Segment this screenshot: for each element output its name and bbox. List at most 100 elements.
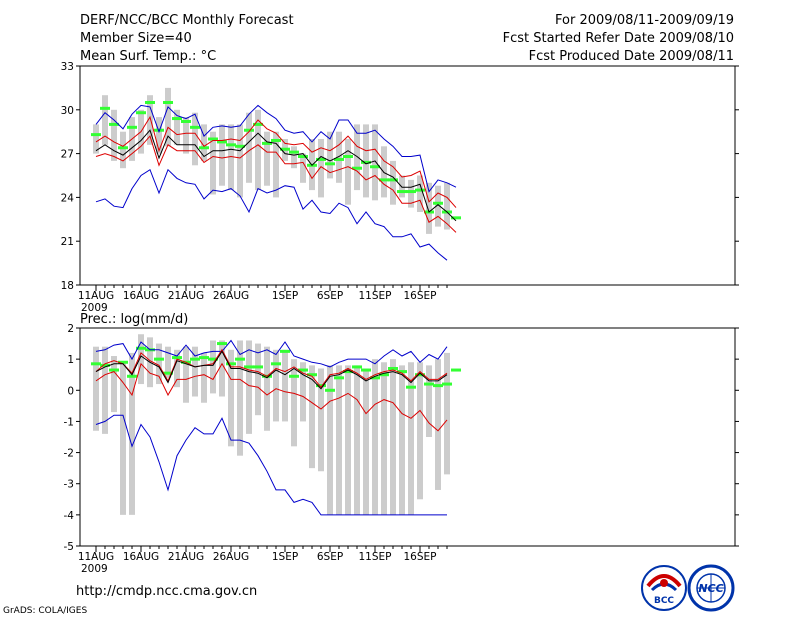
x-tick-label: 11SEP bbox=[359, 290, 392, 302]
temperature-chart: 18 21 24 27 30 33 11AUG 16AUG 21AUG 26AUG 1SEP 6SEP… bbox=[61, 61, 739, 314]
observed-marker bbox=[244, 365, 254, 369]
ensemble-bar bbox=[444, 182, 450, 230]
forecast-period: For 2009/08/11-2009/09/19 bbox=[555, 13, 734, 28]
ensemble-bar bbox=[165, 346, 171, 378]
observed-marker bbox=[415, 373, 425, 377]
x-tick-label: 16AUG bbox=[123, 290, 159, 302]
ensemble-bar bbox=[147, 95, 153, 145]
y-tick-label: -3 bbox=[64, 479, 74, 491]
ensemble-bar bbox=[246, 112, 252, 183]
y-tick-label: 24 bbox=[61, 192, 75, 204]
ensemble-bar bbox=[201, 352, 207, 403]
ensemble-bar bbox=[273, 131, 279, 198]
ensemble-bar bbox=[120, 362, 126, 515]
ensemble-bar bbox=[228, 124, 234, 191]
observed-marker bbox=[262, 141, 272, 145]
y-tick-label: 18 bbox=[61, 280, 74, 292]
ensemble-bar bbox=[345, 365, 351, 515]
observed-marker bbox=[226, 362, 236, 366]
observed-marker bbox=[271, 138, 281, 142]
x-tick-label: 6SEP bbox=[317, 551, 343, 563]
observed-marker bbox=[226, 143, 236, 147]
observed-marker bbox=[424, 382, 434, 386]
footer-url[interactable]: http://cmdp.ncc.cma.gov.cn bbox=[76, 584, 257, 599]
observed-marker bbox=[163, 101, 173, 104]
x-tick-label: 16AUG bbox=[123, 551, 159, 563]
ensemble-bar bbox=[219, 124, 225, 186]
ensemble-bar bbox=[291, 359, 297, 447]
ensemble-bar bbox=[156, 117, 162, 154]
observed-marker bbox=[109, 122, 119, 126]
y-tick-label: 0 bbox=[67, 385, 74, 397]
ncc-logo-text: NCC bbox=[698, 582, 723, 595]
observed-marker bbox=[316, 384, 326, 388]
ensemble-bar bbox=[255, 343, 261, 416]
observed-marker bbox=[127, 125, 137, 129]
ncc-logo: NCC bbox=[687, 564, 735, 612]
observed-marker bbox=[100, 363, 110, 367]
observed-marker bbox=[388, 178, 398, 182]
ensemble-bar bbox=[426, 365, 432, 437]
ensemble-bar bbox=[156, 343, 162, 385]
ensemble-bar bbox=[228, 349, 234, 447]
ensemble-bar bbox=[336, 131, 342, 183]
ensemble-bar bbox=[390, 359, 396, 515]
ensemble-bar bbox=[210, 340, 216, 394]
observed-marker bbox=[244, 128, 254, 132]
observed-marker bbox=[280, 349, 290, 353]
observed-marker bbox=[451, 216, 461, 220]
y-tick-label: 33 bbox=[61, 61, 74, 73]
bcc-logo-text: BCC bbox=[654, 596, 674, 606]
observed-marker bbox=[208, 137, 218, 141]
series-line-max bbox=[95, 104, 457, 193]
y-tick-label: 2 bbox=[67, 323, 74, 335]
series-line-upper bbox=[95, 348, 448, 389]
observed-marker bbox=[199, 356, 209, 360]
grads-credit: GrADS: COLA/IGES bbox=[3, 606, 87, 616]
observed-marker bbox=[190, 357, 200, 361]
series-line-lower bbox=[95, 362, 448, 432]
ensemble-bar bbox=[309, 365, 315, 469]
ensemble-bar bbox=[111, 356, 117, 413]
observed-marker bbox=[217, 342, 227, 346]
ensemble-bar bbox=[138, 334, 144, 385]
ensemble-bar bbox=[174, 109, 180, 145]
produced-date: Fcst Produced Date 2009/08/11 bbox=[529, 49, 734, 64]
observed-marker bbox=[100, 106, 110, 110]
observed-marker bbox=[397, 190, 407, 194]
y-tick-label: 21 bbox=[61, 236, 74, 248]
ensemble-bar bbox=[435, 185, 441, 227]
observed-marker bbox=[370, 376, 380, 380]
ensemble-bar bbox=[300, 153, 306, 183]
observed-marker bbox=[217, 140, 227, 144]
header-left: DERF/NCC/BCC Monthly Forecast Member Siz… bbox=[80, 13, 294, 64]
observed-marker bbox=[235, 357, 245, 361]
observed-marker bbox=[289, 150, 299, 154]
observed-marker bbox=[91, 133, 101, 137]
series-line-mean bbox=[95, 129, 457, 222]
observed-marker bbox=[145, 101, 155, 104]
observed-marker bbox=[433, 384, 443, 388]
y-tick-label: -4 bbox=[64, 510, 75, 522]
ensemble-bar bbox=[327, 131, 333, 179]
plot-frame bbox=[79, 65, 736, 286]
ensemble-bar bbox=[318, 368, 324, 472]
observed-marker bbox=[361, 160, 371, 164]
ensemble-bar bbox=[183, 117, 189, 154]
ensemble-bar bbox=[372, 124, 378, 201]
ensemble-bar bbox=[426, 182, 432, 234]
observed-marker bbox=[181, 119, 191, 123]
ensemble-bar bbox=[264, 346, 270, 431]
observed-marker bbox=[280, 147, 290, 151]
observed-marker bbox=[451, 368, 461, 372]
observed-marker bbox=[361, 368, 371, 372]
x-tick-label: 21AUG bbox=[168, 290, 204, 302]
y-tick-label: 27 bbox=[61, 149, 74, 161]
ensemble-bar bbox=[192, 112, 198, 166]
observed-marker bbox=[154, 357, 164, 361]
observed-marker bbox=[334, 157, 344, 161]
observed-marker bbox=[397, 370, 407, 374]
observed-marker bbox=[118, 360, 128, 364]
observed-marker bbox=[190, 125, 200, 129]
